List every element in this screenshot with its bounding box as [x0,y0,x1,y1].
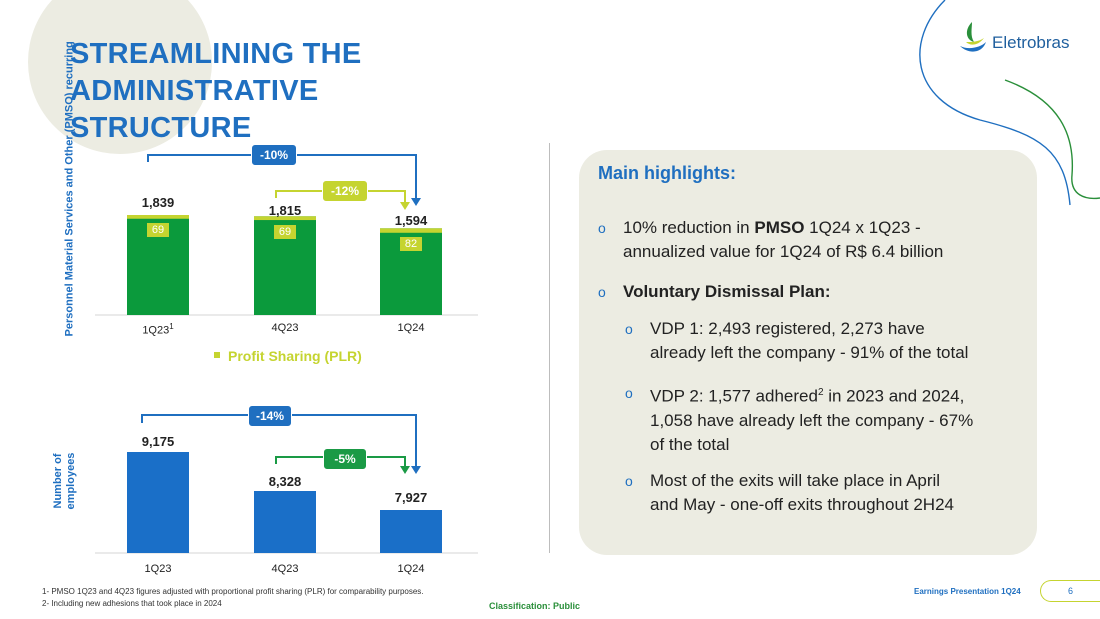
chart1-tick-1q24: 1Q24 [397,322,425,334]
title-line-2: ADMINISTRATIVE [70,75,319,107]
chart2-bar-1q23 [127,452,189,553]
highlights-panel [579,150,1037,555]
eletrobras-logo-icon [960,22,986,52]
bullet-icon: o [598,284,606,300]
chart1-plr-segment-1q24 [380,228,442,233]
chart1-legend: Profit Sharing (PLR) [214,348,362,364]
chart1-comparison-pill-10: -10% [251,144,297,166]
chart1-tick-1q23: 1Q231 [142,322,174,337]
corner-curve-green [1004,79,1100,200]
chart1-plr-label-1q23: 69 [147,223,169,237]
bullet-icon: o [625,321,633,337]
classification-label: Classification: Public [489,601,581,611]
chart2-tick-1q23: 1Q23 [144,563,172,575]
chart1-plr-label-4q23: 69 [274,225,296,239]
chart2-bar-1q24 [380,510,442,553]
chart1-bracket-12-arrow [400,202,410,210]
chart2-tick-4q23: 4Q23 [271,563,299,575]
footnote-2: 2- Including new adhesions that took pla… [42,599,222,608]
title-line-3: STRUCTURE [70,112,252,144]
chart1-plr-segment-1q23 [127,215,189,219]
chart2-comparison-pill-5: -5% [323,448,367,470]
title-line-1: STREAMLINING THE [70,38,362,70]
chart2-tick-1q24: 1Q24 [397,563,425,575]
chart1-value-label-1q24: 1,594 [394,213,428,228]
chart2-value-label-1q23: 9,175 [141,434,175,449]
corner-curve-blue [919,0,1071,206]
chart2-comparison-pill-14: -14% [248,405,292,427]
chart2-svg [95,414,478,554]
title-blob [28,0,212,154]
chart1-comparison-pill-12: -12% [322,180,368,202]
chart1-plr-segment-4q23 [254,216,316,221]
logo-text: Eletrobras [992,33,1070,52]
highlights-title: Main highlights: [598,163,736,183]
chart2-bar-4q23 [254,491,316,553]
chart2-bracket-14-arrow [411,466,421,474]
highlight-vdp: o Voluntary Dismissal Plan: [598,280,1023,304]
chart1-bracket-10-arrow [411,198,421,206]
bullet-icon: o [598,220,606,236]
page-title: STREAMLINING THE ADMINISTRATIVE STRUCTUR… [70,36,490,147]
chart2-value-label-4q23: 8,328 [268,474,302,489]
footnote-1: 1- PMSO 1Q23 and 4Q23 figures adjusted w… [42,587,424,596]
highlight-vdp2: o VDP 2: 1,577 adhered2 in 2023 and 2024… [625,381,1030,457]
bullet-icon: o [625,473,633,489]
chart1-plr-label-1q24: 82 [400,237,422,251]
highlight-pmso: o 10% reduction in PMSO 1Q24 x 1Q23 - an… [598,218,944,261]
vertical-divider [549,143,550,553]
bullet-icon: o [625,385,633,401]
chart2-value-label-1q24: 7,927 [394,490,428,505]
footnotes: 1- PMSO 1Q23 and 4Q23 figures adjusted w… [42,586,424,610]
highlight-exits: o Most of the exits will take place in A… [625,471,954,514]
highlight-vdp1: o VDP 1: 2,493 registered, 2,273 have al… [625,319,969,362]
chart1-value-label-1q23: 1,839 [141,195,175,210]
chart1-value-label-4q23: 1,815 [268,203,302,218]
chart1-tick-4q23: 4Q23 [271,322,299,334]
chart2-bracket-5-arrow [400,466,410,474]
legend-swatch [214,352,220,358]
earnings-label: Earnings Presentation 1Q24 [914,587,1021,596]
page-number: 6 [1040,580,1100,602]
